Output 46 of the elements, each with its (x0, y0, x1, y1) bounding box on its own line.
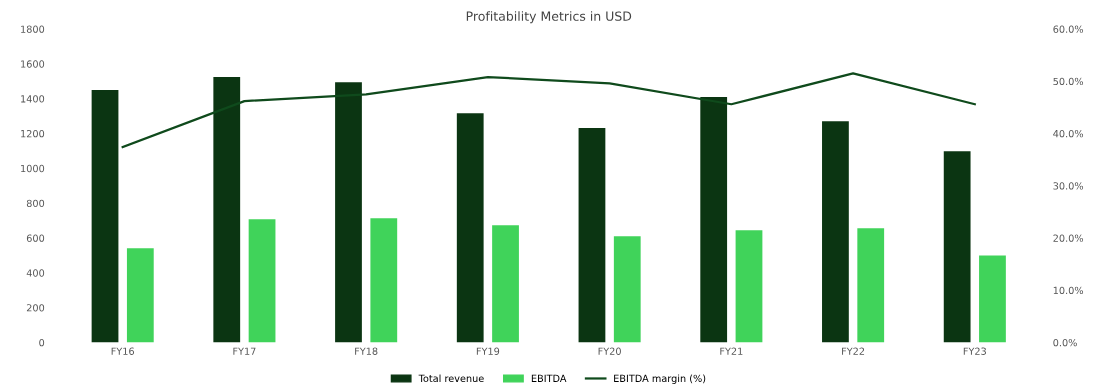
legend-label: Total revenue (418, 374, 484, 383)
line-series (121, 72, 976, 149)
y2-tick-label: 60.0% (1053, 25, 1084, 33)
x-tick-label: FY19 (476, 347, 500, 355)
legend-label: EBITDA margin (%) (614, 374, 706, 384)
y-tick-label: 1600 (21, 60, 45, 68)
bar (126, 248, 154, 343)
bar (213, 76, 241, 343)
x-tick-label: FY22 (842, 347, 865, 355)
x-tick-label: FY20 (598, 347, 621, 355)
x-tick-label: FY16 (111, 347, 135, 355)
bar (578, 128, 606, 343)
y2-tick-label: 50.0% (1053, 77, 1084, 86)
y-tick-label: 800 (26, 199, 45, 208)
y2-tick-label: 10.0% (1053, 286, 1084, 295)
x-tick-label: FY18 (355, 347, 378, 355)
bar (335, 82, 362, 343)
y2-tick-label: 20.0% (1053, 234, 1084, 242)
bar (492, 225, 519, 343)
y-tick-label: 1400 (21, 95, 45, 103)
y2-tick-label: 40.0% (1053, 129, 1084, 138)
x-tick-label: FY17 (233, 347, 256, 355)
bar (370, 218, 398, 343)
bar (735, 230, 763, 343)
bar (943, 151, 971, 343)
legend-label: EBITDA (531, 374, 567, 382)
y-tick-label: 1200 (21, 129, 45, 138)
bar (91, 89, 119, 343)
bar (979, 255, 1006, 343)
bar (613, 236, 641, 343)
bar (857, 228, 885, 343)
bar (456, 113, 484, 343)
x-tick-label: FY23 (963, 347, 986, 355)
y-tick-label: 600 (26, 234, 45, 242)
y-tick-label: 1800 (21, 25, 45, 33)
chart-title: Profitability Metrics in USD (466, 11, 632, 24)
y2-tick-label: 0.0% (1053, 338, 1077, 347)
bar (248, 219, 276, 343)
bar (822, 121, 849, 343)
y-tick-label: 200 (26, 304, 45, 312)
y-tick-label: 1000 (21, 164, 45, 173)
x-tick-label: FY21 (720, 347, 743, 355)
bar (700, 97, 728, 343)
y-tick-label: 0 (39, 338, 45, 347)
y2-tick-label: 30.0% (1053, 182, 1084, 190)
y-tick-label: 400 (26, 269, 45, 277)
